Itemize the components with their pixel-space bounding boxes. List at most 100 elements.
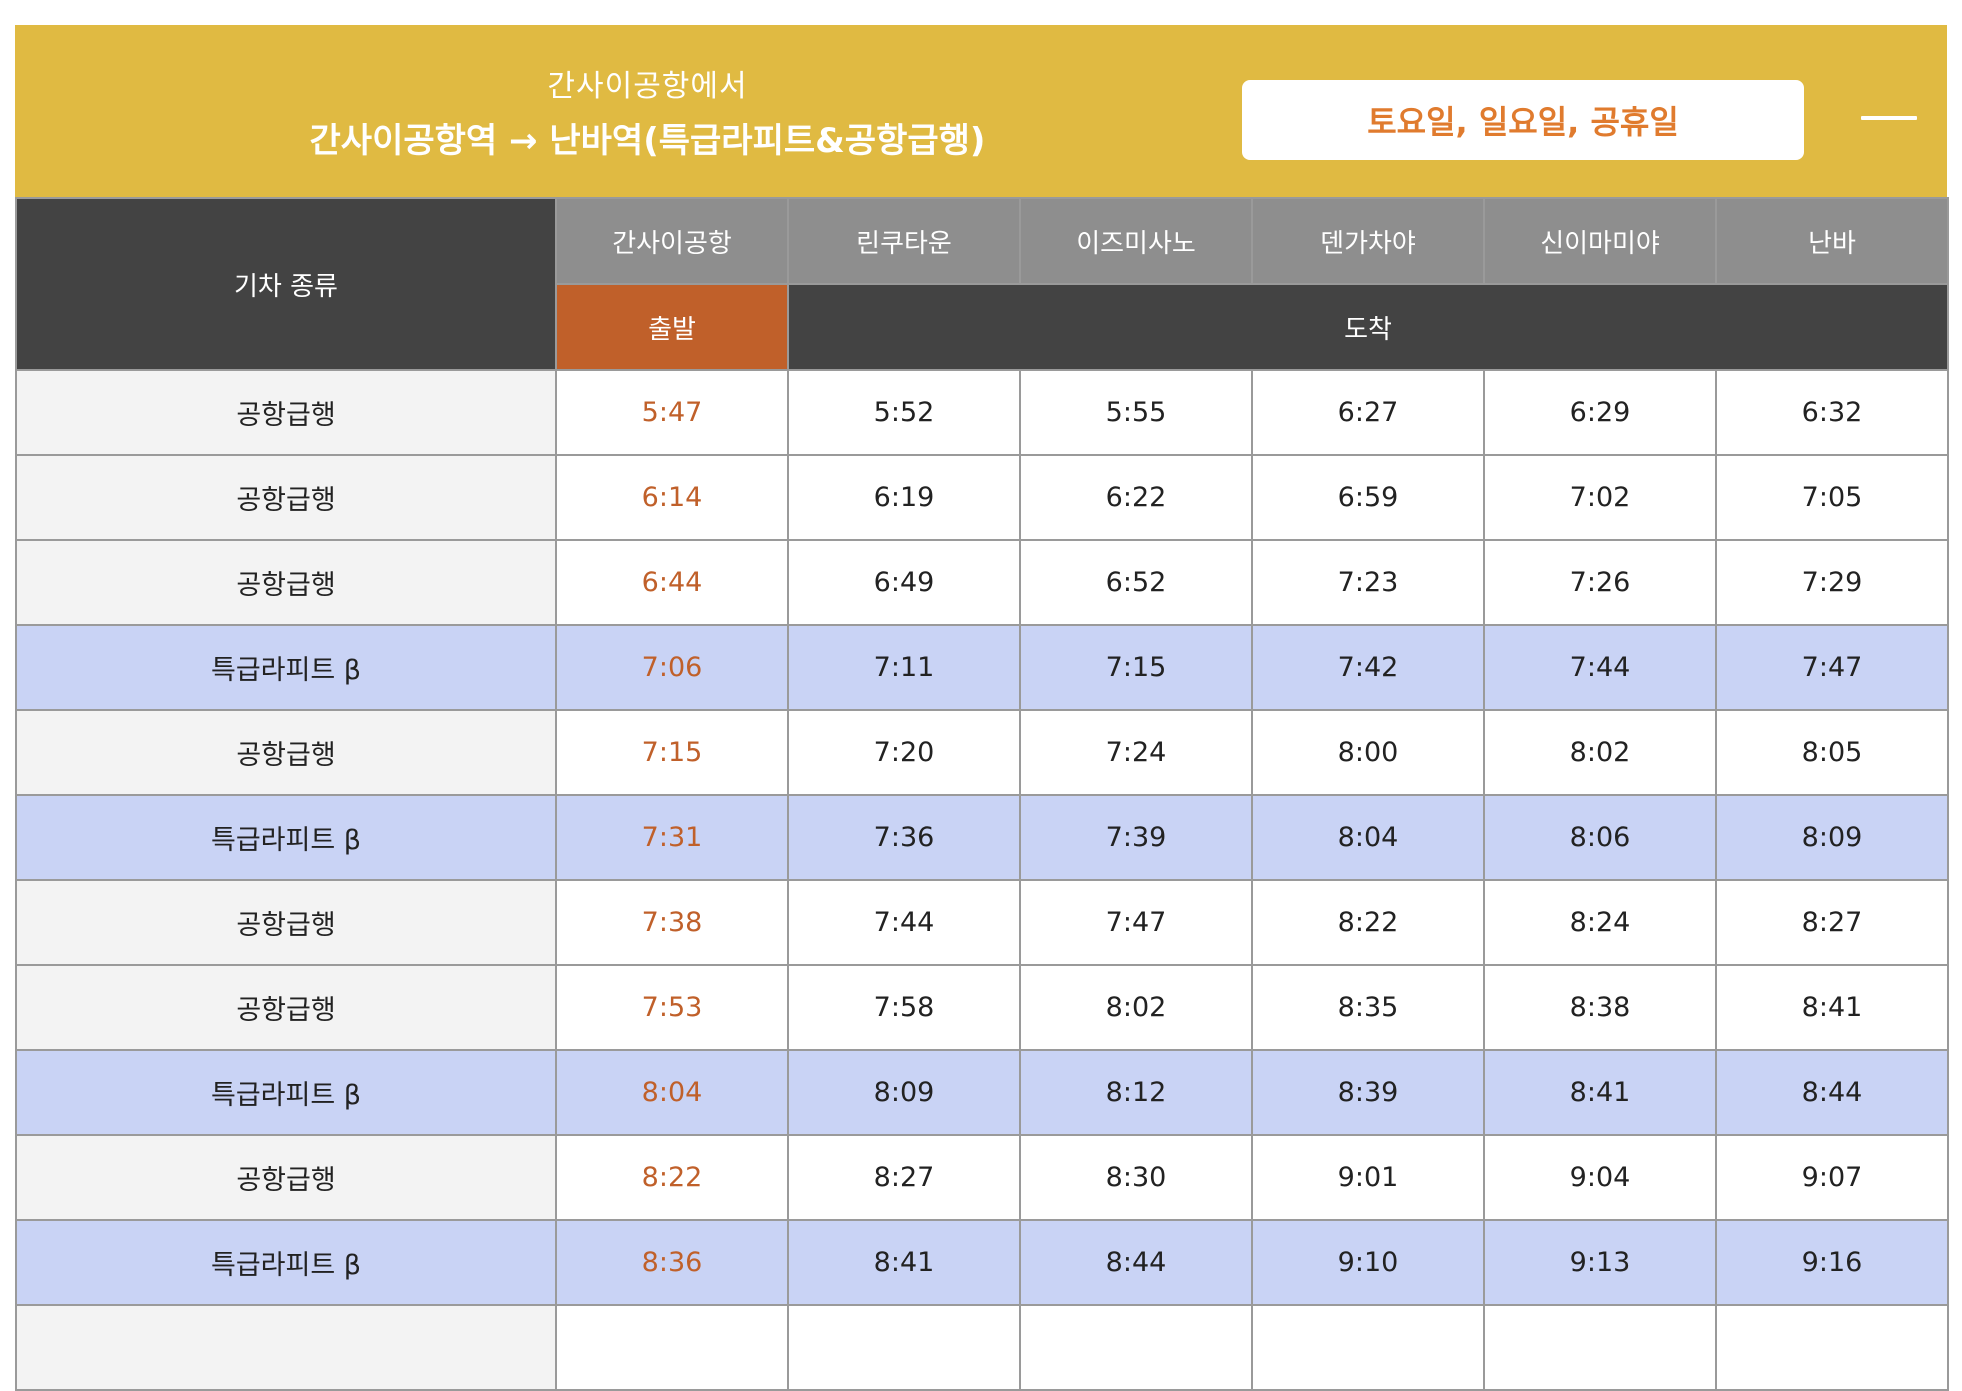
train-type-cell: 공항급행 [15, 1134, 557, 1221]
train-type-header: 기차 종류 [15, 197, 557, 371]
arrival-time-cell: 7:39 [1019, 794, 1253, 881]
arrival-time-cell: 8:39 [1251, 1049, 1485, 1136]
timetable-header: 간사이공항에서 간사이공항역 → 난바역(특급라피트&공항급행) 토요일, 일요… [15, 25, 1947, 197]
departure-time-cell: 7:53 [555, 964, 789, 1051]
arrival-time-cell: 8:44 [1715, 1049, 1949, 1136]
table-row: 공항급행 7:15 7:20 7:24 8:00 8:02 8:05 [15, 709, 1949, 796]
departure-time-cell: 7:31 [555, 794, 789, 881]
arrival-time-cell: 8:24 [1483, 879, 1717, 966]
train-type-cell: 공항급행 [15, 709, 557, 796]
station-header-kansai-airport: 간사이공항 [555, 197, 789, 285]
table-row: 공항급행 7:38 7:44 7:47 8:22 8:24 8:27 [15, 879, 1949, 966]
arrival-time-cell: 7:36 [787, 794, 1021, 881]
departure-time-cell: 7:06 [555, 624, 789, 711]
arrival-time-cell: 8:41 [1483, 1049, 1717, 1136]
train-type-cell: 특급라피트 β [15, 624, 557, 711]
train-type-cell: 특급라피트 β [15, 1049, 557, 1136]
arrival-time-cell: 8:44 [1019, 1219, 1253, 1306]
station-header-tengachaya: 덴가차야 [1251, 197, 1485, 285]
arrival-time-cell: 8:02 [1483, 709, 1717, 796]
departure-time-cell: 8:04 [555, 1049, 789, 1136]
arrival-time-cell: 7:44 [1483, 624, 1717, 711]
arrival-time-cell [1251, 1304, 1485, 1391]
arrival-time-cell: 8:22 [1251, 879, 1485, 966]
arrival-time-cell: 7:47 [1715, 624, 1949, 711]
train-type-cell: 특급라피트 β [15, 794, 557, 881]
arrival-time-cell: 8:09 [1715, 794, 1949, 881]
station-header-rinku-town: 린쿠타운 [787, 197, 1021, 285]
arrival-time-cell: 8:00 [1251, 709, 1485, 796]
table-row [15, 1304, 1949, 1391]
arrival-time-cell: 7:05 [1715, 454, 1949, 541]
departure-header: 출발 [555, 283, 789, 371]
train-type-cell: 공항급행 [15, 539, 557, 626]
departure-time-cell: 8:22 [555, 1134, 789, 1221]
train-type-cell: 공항급행 [15, 879, 557, 966]
departure-time-cell: 8:36 [555, 1219, 789, 1306]
arrival-time-cell: 8:27 [1715, 879, 1949, 966]
arrival-time-cell: 7:15 [1019, 624, 1253, 711]
arrival-time-cell: 8:04 [1251, 794, 1485, 881]
timetable: 기차 종류 간사이공항 린쿠타운 이즈미사노 덴가차야 신이마미야 난바 출발 … [15, 197, 1949, 1391]
table-row: 특급라피트 β 7:31 7:36 7:39 8:04 8:06 8:09 [15, 794, 1949, 881]
arrival-time-cell: 7:23 [1251, 539, 1485, 626]
table-row: 공항급행 7:53 7:58 8:02 8:35 8:38 8:41 [15, 964, 1949, 1051]
arrival-time-cell: 7:58 [787, 964, 1021, 1051]
departure-time-cell: 6:14 [555, 454, 789, 541]
table-row: 공항급행 6:14 6:19 6:22 6:59 7:02 7:05 [15, 454, 1949, 541]
arrival-time-cell: 7:26 [1483, 539, 1717, 626]
station-header-izumisano: 이즈미사노 [1019, 197, 1253, 285]
arrival-time-cell: 7:42 [1251, 624, 1485, 711]
arrival-time-cell: 8:02 [1019, 964, 1253, 1051]
arrival-time-cell: 9:07 [1715, 1134, 1949, 1221]
arrival-time-cell: 8:27 [787, 1134, 1021, 1221]
arrival-time-cell: 7:02 [1483, 454, 1717, 541]
train-type-cell: 공항급행 [15, 964, 557, 1051]
train-type-cell: 공항급행 [15, 454, 557, 541]
table-row: 특급라피트 β 8:36 8:41 8:44 9:10 9:13 9:16 [15, 1219, 1949, 1306]
arrival-time-cell: 5:55 [1019, 369, 1253, 456]
arrival-time-cell [1019, 1304, 1253, 1391]
arrival-time-cell: 8:38 [1483, 964, 1717, 1051]
arrival-time-cell: 6:19 [787, 454, 1021, 541]
arrival-time-cell: 7:24 [1019, 709, 1253, 796]
station-header-shin-imamiya: 신이마미야 [1483, 197, 1717, 285]
departure-time-cell: 6:44 [555, 539, 789, 626]
arrival-time-cell: 9:13 [1483, 1219, 1717, 1306]
arrival-time-cell: 6:49 [787, 539, 1021, 626]
arrival-time-cell: 5:52 [787, 369, 1021, 456]
arrival-time-cell: 6:27 [1251, 369, 1485, 456]
departure-time-cell: 5:47 [555, 369, 789, 456]
route-title: 간사이공항역 → 난바역(특급라피트&공항급행) [309, 121, 986, 161]
arrival-time-cell: 6:52 [1019, 539, 1253, 626]
station-header-namba: 난바 [1715, 197, 1949, 285]
arrival-time-cell: 8:41 [1715, 964, 1949, 1051]
arrival-time-cell: 8:30 [1019, 1134, 1253, 1221]
departure-time-cell [555, 1304, 789, 1391]
table-row: 특급라피트 β 8:04 8:09 8:12 8:39 8:41 8:44 [15, 1049, 1949, 1136]
arrival-time-cell: 8:05 [1715, 709, 1949, 796]
timetable-body: 공항급행 5:47 5:52 5:55 6:27 6:29 6:32 공항급행 6:14 6:19… [15, 369, 1949, 1391]
arrival-time-cell: 6:59 [1251, 454, 1485, 541]
arrival-time-cell: 6:29 [1483, 369, 1717, 456]
arrival-time-cell: 9:16 [1715, 1219, 1949, 1306]
table-row: 특급라피트 β 7:06 7:11 7:15 7:42 7:44 7:47 [15, 624, 1949, 711]
arrival-time-cell [1483, 1304, 1717, 1391]
day-type-selector[interactable]: 토요일, 일요일, 공휴일 [1242, 80, 1804, 160]
arrival-time-cell: 8:06 [1483, 794, 1717, 881]
departure-time-cell: 7:38 [555, 879, 789, 966]
origin-subtitle: 간사이공항에서 [547, 69, 748, 104]
collapse-icon[interactable] [1851, 93, 1927, 143]
arrival-time-cell: 9:04 [1483, 1134, 1717, 1221]
arrival-time-cell: 8:41 [787, 1219, 1021, 1306]
arrival-time-cell: 7:29 [1715, 539, 1949, 626]
table-row: 공항급행 6:44 6:49 6:52 7:23 7:26 7:29 [15, 539, 1949, 626]
arrival-header: 도착 [787, 283, 1949, 371]
arrival-time-cell: 8:35 [1251, 964, 1485, 1051]
arrival-time-cell: 9:01 [1251, 1134, 1485, 1221]
arrival-time-cell: 7:20 [787, 709, 1021, 796]
arrival-time-cell: 6:22 [1019, 454, 1253, 541]
arrival-time-cell [1715, 1304, 1949, 1391]
table-row: 공항급행 8:22 8:27 8:30 9:01 9:04 9:07 [15, 1134, 1949, 1221]
arrival-time-cell: 9:10 [1251, 1219, 1485, 1306]
